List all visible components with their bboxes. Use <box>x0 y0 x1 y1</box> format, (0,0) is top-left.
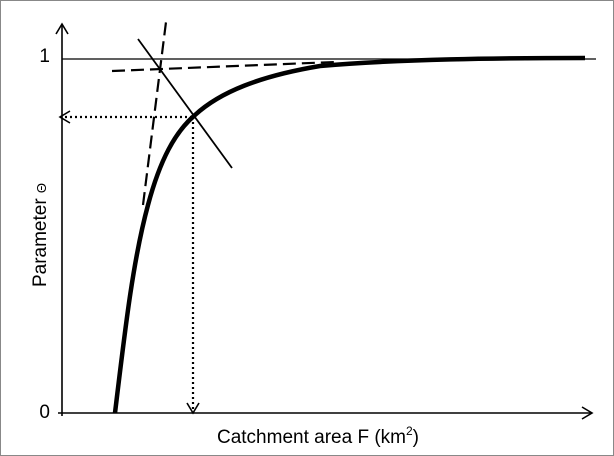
x-axis-title: Catchment area F (km2) <box>217 424 419 448</box>
y-bottom-label: 0 <box>39 402 50 423</box>
saturation-curve <box>112 55 586 414</box>
y-axis-title: Parameter Θ <box>30 183 51 287</box>
x-title-text: Catchment area F (km <box>217 427 406 448</box>
initial-tangent <box>141 21 168 206</box>
bisector-line <box>137 38 233 169</box>
x-title-superscript: 2 <box>406 424 413 438</box>
y-title-symbol: Θ <box>34 183 49 193</box>
y-top-label: 1 <box>39 46 50 67</box>
y-title-text: Parameter <box>30 198 51 287</box>
x-title-closing: ) <box>413 427 419 448</box>
